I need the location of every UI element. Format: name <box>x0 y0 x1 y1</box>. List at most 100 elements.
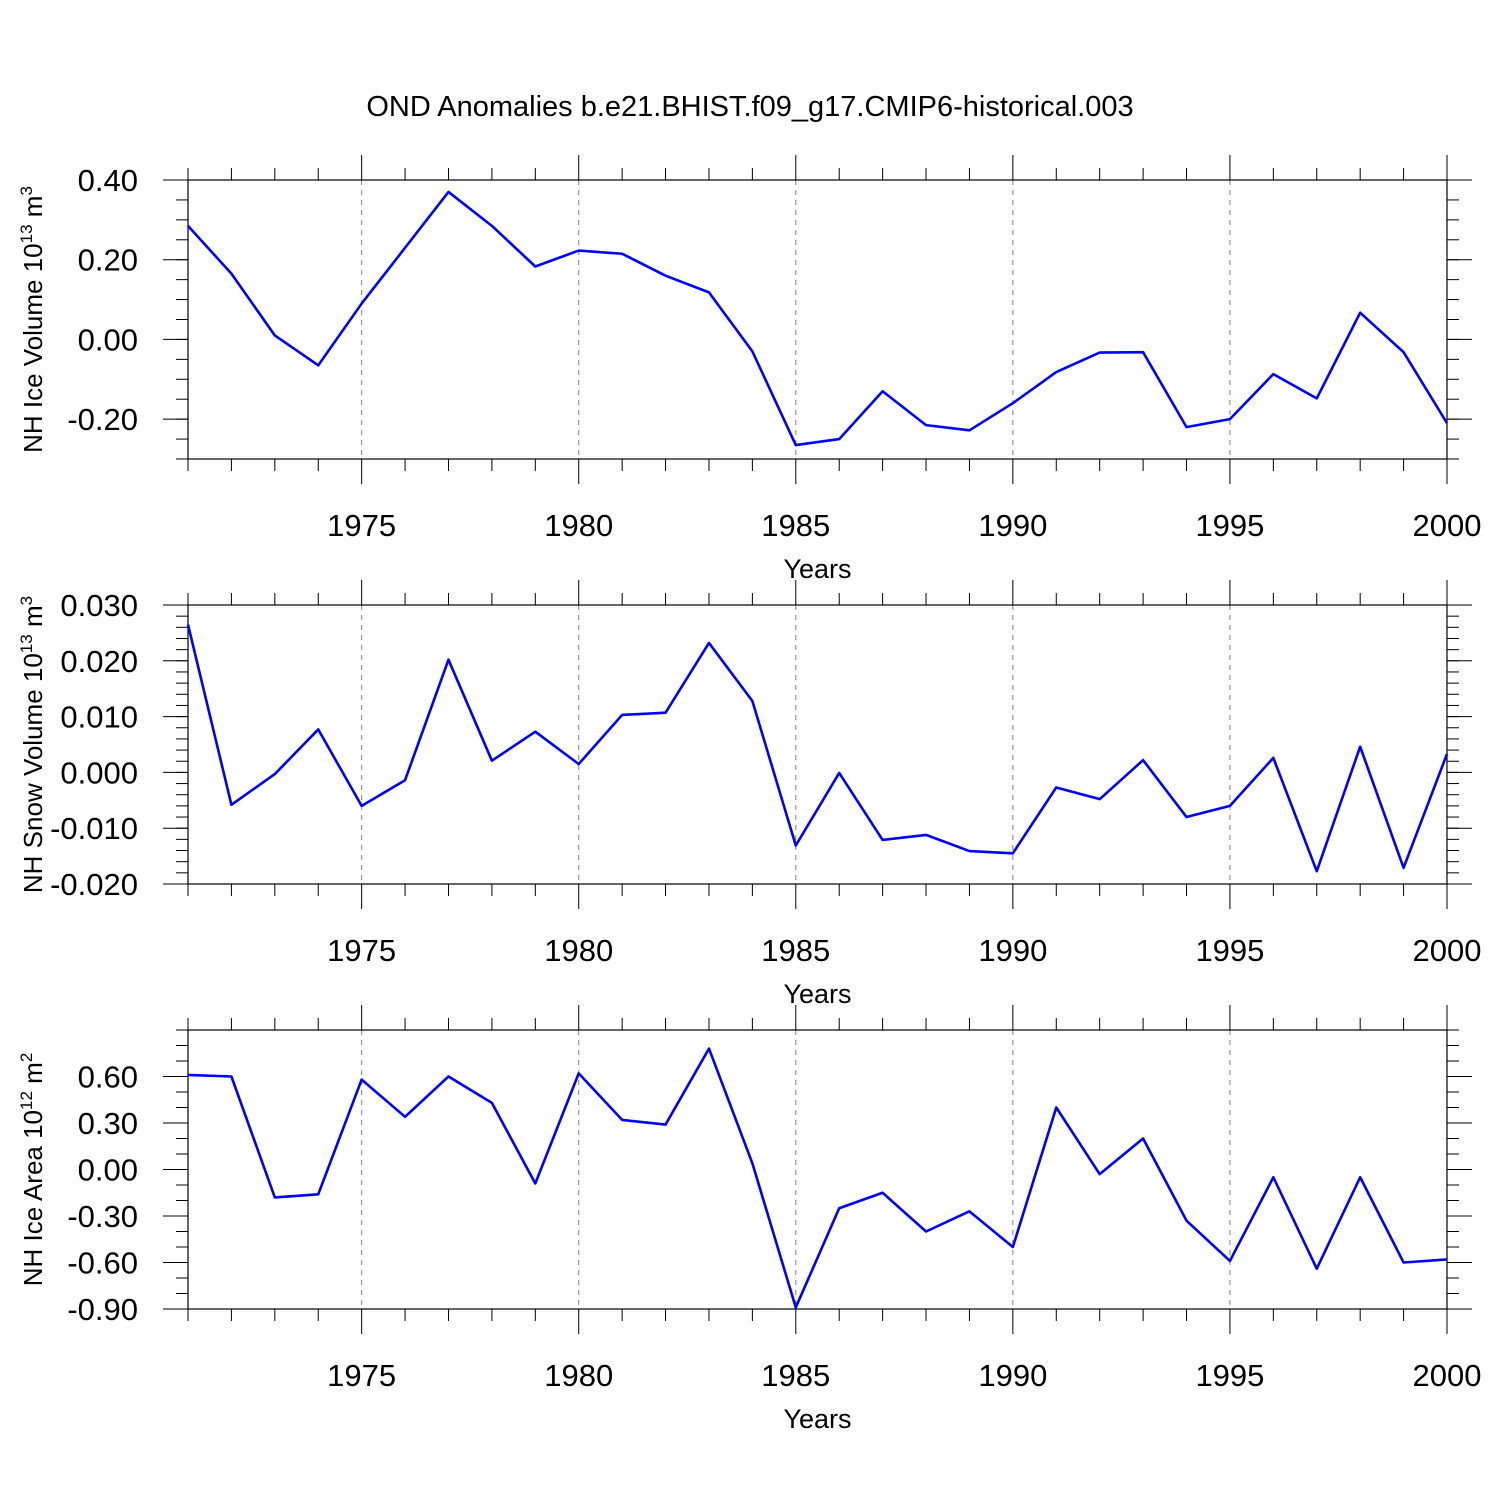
data-point <box>794 443 798 447</box>
y-axis-label-unit: m <box>18 196 48 225</box>
y-tick-label: 0.60 <box>78 1060 138 1095</box>
x-tick-label: 1990 <box>978 933 1047 968</box>
y-axis-label-unit-exponent: 2 <box>17 1053 36 1062</box>
data-point <box>403 778 407 782</box>
data-point <box>316 363 320 367</box>
y-tick-label: 0.00 <box>78 322 138 357</box>
y-tick-label: -0.60 <box>67 1246 138 1281</box>
data-point <box>1141 758 1145 762</box>
data-point <box>1271 756 1275 760</box>
data-point <box>620 252 624 256</box>
data-point <box>750 349 754 353</box>
y-tick-label: 0.030 <box>60 588 138 623</box>
data-point <box>837 1206 841 1210</box>
panel-3: 0.60 0.30 0.00 -0.30 -0.60 -0.90 1975 1980 1985 1… <box>17 1005 1481 1434</box>
y-axis-label-exponent: 12 <box>17 1091 36 1110</box>
data-point <box>620 713 624 717</box>
data-point <box>186 1073 190 1077</box>
data-point <box>1358 745 1362 749</box>
data-point <box>707 1047 711 1051</box>
data-point <box>924 423 928 427</box>
x-tick-label: 1990 <box>978 1358 1047 1393</box>
x-tick-label: 1985 <box>761 1358 830 1393</box>
data-point <box>1054 370 1058 374</box>
data-point <box>446 1075 450 1079</box>
data-point <box>837 771 841 775</box>
x-tick-label: 2000 <box>1413 508 1482 543</box>
x-tick-label: 2000 <box>1413 1358 1482 1393</box>
data-point <box>707 290 711 294</box>
data-point <box>577 249 581 253</box>
data-point <box>360 302 364 306</box>
data-point <box>229 803 233 807</box>
data-point <box>1445 1257 1449 1261</box>
data-point <box>1315 869 1319 873</box>
x-tick-label: 1985 <box>761 508 830 543</box>
data-point <box>360 1078 364 1082</box>
x-axis-label: Years <box>783 1404 851 1434</box>
y-axis-label-text: NH Snow Volume 10 <box>18 653 48 893</box>
x-tick-label: 2000 <box>1413 933 1482 968</box>
data-point <box>186 623 190 627</box>
x-tick-label: 1995 <box>1195 933 1264 968</box>
series-line <box>187 1047 1448 1309</box>
data-point <box>1271 372 1275 376</box>
x-tick-label: 1980 <box>544 508 613 543</box>
x-axis-label: Years <box>783 554 851 584</box>
data-point <box>490 759 494 763</box>
data-point <box>1402 350 1406 354</box>
y-axis-label-text: NH Ice Volume 10 <box>18 243 48 453</box>
data-point <box>664 274 668 278</box>
data-point <box>1011 401 1015 405</box>
data-point <box>967 428 971 432</box>
y-axis-label-unit-exponent: 3 <box>17 596 36 605</box>
data-point <box>1402 1261 1406 1265</box>
panel-1: 0.40 0.20 0.00 -0.20 1975 1980 1985 1990 1995 200… <box>17 155 1481 584</box>
data-point <box>750 1161 754 1165</box>
data-point <box>1141 350 1145 354</box>
x-tick-label: 1995 <box>1195 508 1264 543</box>
x-tick-label: 1975 <box>327 508 396 543</box>
data-point <box>664 711 668 715</box>
data-point <box>1141 1137 1145 1141</box>
y-axis-label-unit: m <box>18 1062 48 1091</box>
data-point <box>1054 785 1058 789</box>
data-point <box>794 1305 798 1309</box>
data-point <box>446 190 450 194</box>
x-tick-label: 1975 <box>327 1358 396 1393</box>
data-point <box>967 849 971 853</box>
data-point <box>316 727 320 731</box>
data-point <box>1445 752 1449 756</box>
y-tick-label: 0.000 <box>60 755 138 790</box>
data-point <box>1228 417 1232 421</box>
data-point <box>620 1118 624 1122</box>
data-point <box>229 1075 233 1079</box>
x-tick-label: 1980 <box>544 1358 613 1393</box>
data-point <box>924 1230 928 1234</box>
data-point <box>794 843 798 847</box>
data-point <box>1271 1175 1275 1179</box>
y-axis-label: NH Snow Volume 1013 m3 <box>17 596 48 893</box>
data-point <box>577 762 581 766</box>
data-point <box>403 246 407 250</box>
data-point <box>837 437 841 441</box>
y-axis-label-exponent: 13 <box>17 224 36 243</box>
data-point <box>360 804 364 808</box>
y-tick-label: 0.20 <box>78 243 138 278</box>
y-axis-label: NH Ice Volume 1013 m3 <box>17 186 48 453</box>
data-point <box>490 224 494 228</box>
y-axis-label-text: NH Ice Area 10 <box>18 1110 48 1286</box>
x-axis-label: Years <box>783 979 851 1009</box>
data-point <box>229 272 233 276</box>
x-tick-label: 1985 <box>761 933 830 968</box>
data-point <box>750 699 754 703</box>
y-tick-label: 0.40 <box>78 163 138 198</box>
y-axis-label: NH Ice Area 1012 m2 <box>17 1053 48 1287</box>
data-point <box>1098 351 1102 355</box>
y-tick-label: -0.010 <box>50 811 138 846</box>
data-point <box>1358 311 1362 315</box>
y-axis-label-unit: m <box>18 605 48 634</box>
data-point <box>1445 421 1449 425</box>
data-point <box>446 658 450 662</box>
